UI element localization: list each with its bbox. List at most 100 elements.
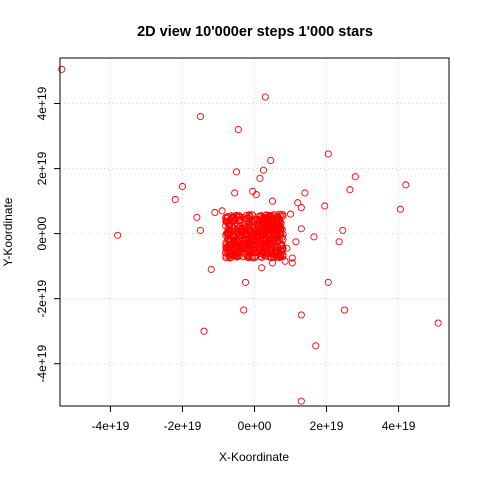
data-point (278, 233, 286, 241)
data-point (171, 195, 179, 204)
data-point (256, 174, 264, 182)
data-point (346, 186, 354, 194)
data-point (196, 112, 205, 121)
data-point (396, 205, 404, 213)
data-point (269, 212, 277, 220)
data-point (264, 250, 272, 258)
data-point (230, 217, 238, 225)
data-point (235, 217, 243, 225)
data-point (286, 210, 295, 218)
data-point (248, 238, 256, 246)
data-point (288, 259, 296, 267)
y-tick-label: -2e+19 (35, 279, 49, 317)
data-point (259, 166, 268, 174)
data-point (248, 211, 256, 219)
data-point (178, 182, 187, 191)
data-point (340, 306, 349, 314)
data-point (312, 342, 320, 350)
data-point (229, 214, 237, 222)
data-point (272, 248, 280, 256)
data-point (276, 247, 284, 255)
data-point (321, 202, 329, 210)
data-point (273, 227, 281, 235)
data-point (297, 225, 305, 233)
data-points (58, 65, 442, 405)
data-point (271, 230, 279, 238)
data-point (297, 204, 305, 212)
data-point (351, 173, 359, 181)
data-point (243, 253, 251, 261)
data-point (252, 191, 260, 199)
x-tick-label: -4e+19 (92, 419, 130, 433)
data-point (222, 239, 230, 247)
x-tick-label: 4e+19 (382, 419, 416, 433)
data-point (283, 244, 291, 252)
data-point (402, 181, 410, 189)
data-point (223, 213, 232, 221)
x-axis-label: X-Koordinate (219, 450, 289, 464)
data-point (272, 235, 280, 243)
data-point (235, 252, 243, 260)
y-tick-label: 4e+19 (35, 86, 49, 120)
data-point (207, 265, 215, 273)
data-point (292, 238, 300, 246)
data-point (232, 168, 241, 176)
x-axis: -4e+19 -2e+19 0e+00 2e+19 4e+19 (92, 406, 416, 433)
data-point (434, 319, 442, 327)
data-point (324, 150, 332, 158)
x-tick-label: 0e+00 (238, 419, 272, 433)
data-point (272, 252, 280, 260)
y-tick-label: 2e+19 (35, 151, 49, 185)
data-point (297, 311, 305, 319)
grid-lines (60, 58, 449, 406)
data-point (237, 232, 245, 240)
data-point (274, 243, 282, 251)
data-point (256, 226, 264, 234)
data-point (231, 189, 239, 197)
data-point (234, 126, 242, 134)
data-point (255, 243, 263, 251)
data-point (222, 222, 230, 230)
data-point (240, 306, 248, 314)
y-axis-label: Y-Koordinate (1, 197, 15, 266)
data-point (260, 218, 268, 227)
data-point (310, 233, 318, 241)
data-point (58, 65, 66, 73)
y-tick-label: -4e+19 (35, 345, 49, 383)
data-point (244, 253, 252, 262)
data-point (248, 254, 257, 262)
data-point (243, 240, 251, 248)
data-point (260, 218, 268, 226)
data-point (265, 240, 274, 249)
data-point (324, 278, 332, 286)
data-point (335, 238, 343, 246)
data-point (259, 232, 267, 240)
data-point (249, 187, 257, 195)
data-point (297, 397, 305, 405)
data-point (288, 254, 296, 262)
data-point (241, 245, 249, 253)
data-point (223, 244, 231, 252)
data-point (272, 222, 281, 230)
data-point (251, 228, 259, 236)
data-point (234, 212, 242, 220)
data-point (238, 225, 247, 233)
data-point (271, 253, 279, 261)
data-point (234, 238, 242, 246)
data-point (241, 278, 250, 286)
data-point (272, 223, 280, 231)
data-point (193, 213, 201, 221)
data-point (196, 226, 205, 234)
x-tick-label: 2e+19 (310, 419, 344, 433)
data-point (228, 232, 236, 240)
data-point (267, 156, 275, 164)
data-point (211, 208, 219, 217)
data-point (339, 226, 347, 234)
data-point (200, 327, 208, 335)
data-point (268, 197, 277, 205)
data-point (227, 244, 235, 252)
data-point (259, 242, 267, 250)
x-tick-label: -2e+19 (164, 419, 202, 433)
data-point (294, 199, 302, 207)
